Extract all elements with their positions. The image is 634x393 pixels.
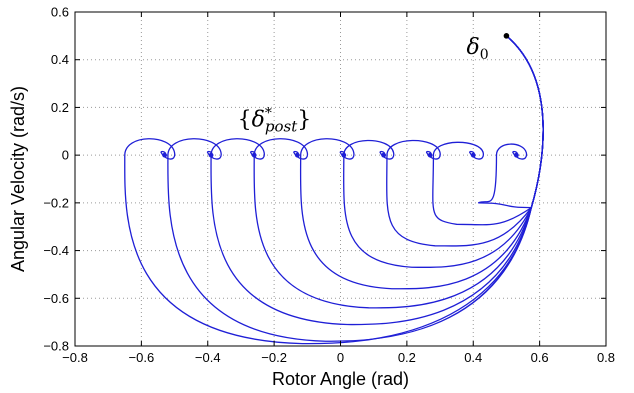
x-axis-label: Rotor Angle (rad) [272, 369, 409, 389]
equilibrium-point [162, 152, 168, 158]
equilibrium-point [208, 152, 214, 158]
x-tick-label: 0.2 [398, 350, 416, 365]
plot-frame [74, 11, 607, 347]
x-tick-label: −0.6 [129, 350, 155, 365]
y-tick-label: 0 [62, 148, 69, 163]
x-tick-label: 0.6 [531, 350, 549, 365]
grid [75, 12, 606, 346]
equilibrium-point [427, 152, 433, 158]
x-tick-label: −0.4 [195, 350, 221, 365]
equilibrium-point [251, 152, 257, 158]
y-tick-label: −0.2 [43, 195, 69, 210]
x-tick-label: 0.4 [464, 350, 482, 365]
initial-point-label: δ0 [466, 35, 488, 63]
trajectories [124, 35, 544, 345]
initial-point-marker [503, 33, 510, 39]
equilibrium-point [294, 152, 300, 158]
y-tick-label: −0.8 [43, 339, 69, 354]
equilibria-label: {δ* post} [238, 106, 312, 136]
y-axis-label: Angular Velocity (rad/s) [8, 86, 28, 272]
trajectory-line [432, 35, 544, 226]
y-tick-labels: −0.8 −0.6 −0.4 −0.2 0 0.2 0.4 0.6 [43, 5, 69, 354]
y-tick-label: 0.6 [51, 5, 69, 20]
equilibrium-point [513, 152, 519, 158]
trajectory-line [253, 35, 544, 309]
equilibrium-points [162, 152, 519, 158]
equilibrium-point [341, 152, 347, 158]
x-tick-labels: −0.8 −0.6 −0.4 −0.2 0 0.2 0.4 0.6 0.8 [62, 350, 615, 365]
trajectory-line [299, 35, 544, 290]
ticks [74, 11, 607, 347]
equilibrium-point [470, 152, 476, 158]
x-tick-label: 0 [337, 350, 344, 365]
y-tick-label: −0.6 [43, 291, 69, 306]
y-tick-label: 0.4 [51, 52, 69, 67]
x-tick-label: 0.8 [597, 350, 615, 365]
y-tick-label: −0.4 [43, 243, 69, 258]
equilibrium-point [381, 152, 387, 158]
x-tick-label: −0.8 [62, 350, 88, 365]
y-tick-label: 0.2 [51, 100, 69, 115]
trajectory-line [167, 35, 544, 342]
x-tick-label: −0.2 [261, 350, 287, 365]
